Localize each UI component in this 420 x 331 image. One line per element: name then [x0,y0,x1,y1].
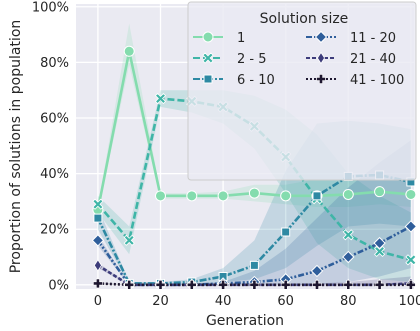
legend-label-11to20: 11 - 20 [350,31,396,46]
y-tick-label: 20% [40,223,69,238]
point-series-6to10 [281,227,291,237]
point-series-1 [405,188,417,200]
point-series-41to100 [155,280,166,290]
point-series-11to20 [404,220,418,233]
point-series-41to100 [218,280,228,290]
legend-label-2to5: 2 - 5 [237,52,267,67]
y-tick-label: 100% [32,0,69,15]
x-tick-label: 20 [152,294,169,309]
point-series-41to100 [280,280,291,290]
legend-marker-1 [202,31,214,43]
point-series-1 [186,190,198,202]
point-series-41to100 [249,280,260,290]
x-tick-label: 40 [215,294,232,309]
x-tick-label: 100 [398,294,420,309]
point-series-2to5 [342,229,354,241]
point-series-41to100 [343,280,354,290]
y-tick-label: 80% [40,56,69,71]
point-series-2to5 [123,234,135,246]
y-tick-label: 0% [48,278,69,293]
point-series-41to100 [374,280,385,290]
point-series-2to5 [374,245,386,258]
point-series-1 [217,190,229,202]
point-series-1 [248,187,260,199]
legend-label-6to10: 6 - 10 [237,73,275,88]
point-series-1 [155,190,166,202]
point-series-41to100 [406,280,416,290]
x-tick-label: 0 [94,294,102,309]
point-series-11to20 [342,250,355,264]
point-series-11to20 [91,234,105,247]
point-series-1 [123,45,135,57]
legend-marker-41to100 [316,74,326,84]
x-tick-label: 80 [340,294,357,309]
point-series-41to100 [312,280,322,290]
x-tick-labels: 0 20 40 60 80 100 [94,294,420,309]
x-tick-label: 60 [277,294,294,309]
point-series-6to10 [312,191,322,201]
point-series-2to5 [154,92,167,105]
legend-title: Solution size [260,11,349,27]
legend-label-41to100: 41 - 100 [350,73,404,88]
x-axis-label: Generation [206,313,284,329]
point-series-21to40 [93,259,102,272]
y-tick-label: 40% [40,167,69,182]
legend-label-21to40: 21 - 40 [350,52,396,67]
legend-label-1: 1 [237,31,245,46]
legend-box [187,1,417,181]
legend-items: 1 2 - 5 6 - 10 11 - 20 21 - 40 41 - 100 [193,30,404,88]
point-series-1 [342,188,354,200]
point-series-41to100 [124,280,135,290]
legend: Solution size 1 2 - 5 6 - 10 11 - 20 21 - 40… [187,1,417,181]
series-markers [91,45,418,292]
y-tick-label: 60% [40,112,69,127]
point-series-11to20 [310,264,324,278]
point-series-6to10 [93,213,103,223]
legend-marker-21to40 [316,51,326,65]
point-series-2to5 [405,254,417,266]
point-series-2to5 [92,198,104,210]
band-series-2to5 [97,90,411,283]
y-tick-labels: 0% 20% 40% 60% 80% 100% [32,0,69,293]
point-series-1 [280,190,292,202]
point-series-1 [374,186,386,198]
y-axis-label: Proportion of solutions in population [8,20,24,274]
point-series-41to100 [186,280,197,290]
point-series-6to10 [249,260,259,270]
legend-marker-11to20 [314,30,328,44]
legend-marker-2to5 [202,52,214,64]
point-series-11to20 [373,236,386,250]
point-series-41to100 [93,278,103,289]
band-series-11to20 [97,140,411,285]
legend-marker-6to10 [203,74,213,84]
